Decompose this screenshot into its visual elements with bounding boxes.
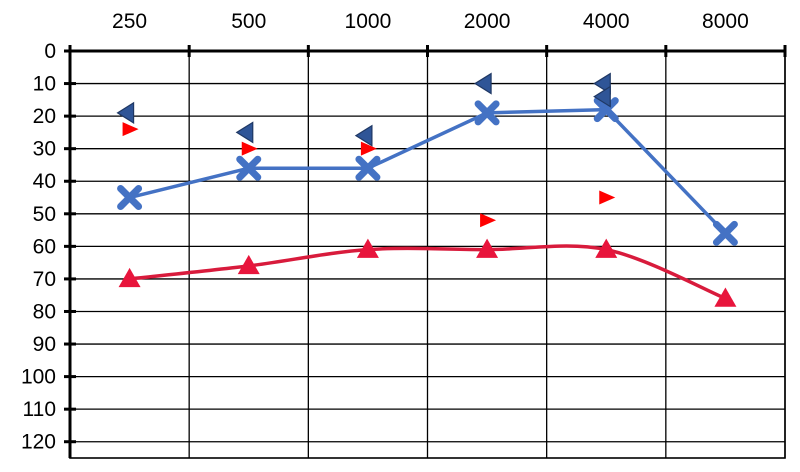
- x-tick-label: 1000: [345, 10, 392, 33]
- triangle-marker: [356, 238, 379, 258]
- y-tick-label: 30: [33, 138, 56, 161]
- y-tick-label: 110: [23, 398, 56, 421]
- y-tick-label: 50: [33, 203, 56, 226]
- cross-marker: [117, 185, 143, 211]
- x-tick-label: 4000: [583, 10, 630, 33]
- y-tick-label: 10: [33, 73, 56, 96]
- triangle-marker: [476, 238, 499, 258]
- triangle-marker: [237, 254, 260, 275]
- x-tick-label: 8000: [702, 10, 749, 33]
- x-axis-tick-labels: 250 500 1000 2000 4000 8000: [112, 10, 749, 33]
- y-tick-label: 20: [33, 105, 56, 128]
- series-markers: [116, 72, 738, 307]
- left-bracket-marker: [593, 85, 611, 108]
- grid: [64, 45, 787, 459]
- x-tick-label: 2000: [464, 10, 511, 33]
- series-line-cross: [129, 107, 727, 235]
- x-tick-label: 500: [231, 10, 266, 33]
- left-bracket-marker: [116, 101, 135, 124]
- series-lines: [129, 107, 727, 301]
- cross-marker: [474, 100, 500, 126]
- y-tick-label: 60: [33, 235, 56, 258]
- x-tick-label: 250: [112, 10, 147, 33]
- series-line-triangle: [129, 244, 727, 301]
- y-tick-label: 100: [21, 366, 56, 389]
- cross-marker: [236, 155, 262, 181]
- triangle-marker: [118, 267, 141, 288]
- right-bracket-marker: [241, 141, 258, 156]
- right-bracket-marker: [360, 141, 377, 156]
- y-axis-tick-labels: 0 10 20 30 40 50 60 70 80 90 100 110 120: [21, 40, 56, 454]
- y-tick-label: 80: [33, 300, 56, 323]
- y-tick-label: 0: [44, 40, 56, 63]
- right-bracket-marker: [599, 190, 616, 205]
- cross-marker: [712, 220, 738, 246]
- triangle-marker: [595, 238, 618, 258]
- y-tick-label: 90: [33, 333, 56, 356]
- y-tick-label: 120: [21, 431, 56, 454]
- left-bracket-marker: [354, 124, 373, 147]
- cross-marker: [593, 97, 619, 123]
- left-bracket-marker: [235, 121, 254, 144]
- triangle-marker: [714, 287, 737, 307]
- right-bracket-marker: [480, 213, 497, 228]
- left-bracket-marker: [473, 72, 492, 95]
- cross-marker: [355, 155, 381, 181]
- y-tick-label: 70: [33, 268, 56, 291]
- y-tick-label: 40: [33, 170, 56, 193]
- right-bracket-marker: [122, 122, 139, 137]
